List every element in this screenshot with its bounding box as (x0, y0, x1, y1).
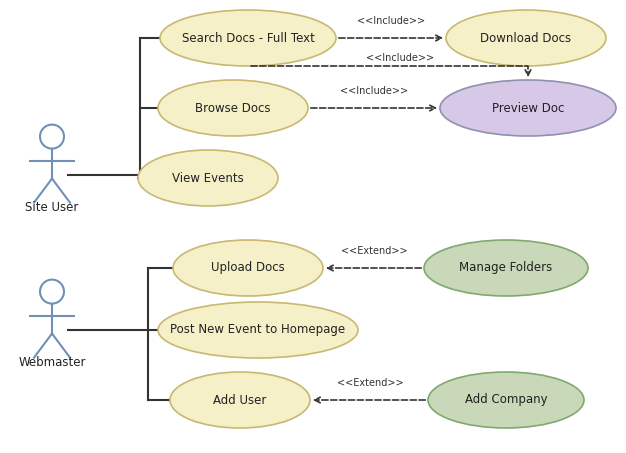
Ellipse shape (424, 240, 588, 296)
Text: Webmaster: Webmaster (18, 357, 86, 369)
Text: View Events: View Events (172, 172, 244, 184)
Text: Browse Docs: Browse Docs (195, 101, 271, 115)
Ellipse shape (173, 240, 323, 296)
Ellipse shape (440, 80, 616, 136)
Text: Site User: Site User (25, 202, 79, 214)
Text: <<Include>>: <<Include>> (357, 16, 425, 26)
Ellipse shape (138, 150, 278, 206)
Text: Add Company: Add Company (464, 394, 547, 406)
Ellipse shape (158, 80, 308, 136)
Text: <<Include>>: <<Include>> (340, 86, 408, 96)
Text: Search Docs - Full Text: Search Docs - Full Text (182, 32, 314, 44)
Text: Download Docs: Download Docs (480, 32, 572, 44)
Ellipse shape (158, 302, 358, 358)
Text: <<Extend>>: <<Extend>> (341, 246, 408, 256)
Ellipse shape (170, 372, 310, 428)
Ellipse shape (160, 10, 336, 66)
Text: Manage Folders: Manage Folders (459, 261, 553, 275)
Text: Add User: Add User (213, 394, 267, 406)
Text: <<Include>>: <<Include>> (366, 53, 434, 63)
Text: <<Extend>>: <<Extend>> (337, 378, 403, 388)
Ellipse shape (446, 10, 606, 66)
Ellipse shape (428, 372, 584, 428)
Text: Post New Event to Homepage: Post New Event to Homepage (170, 323, 346, 337)
Text: Upload Docs: Upload Docs (211, 261, 285, 275)
Text: Preview Doc: Preview Doc (492, 101, 564, 115)
